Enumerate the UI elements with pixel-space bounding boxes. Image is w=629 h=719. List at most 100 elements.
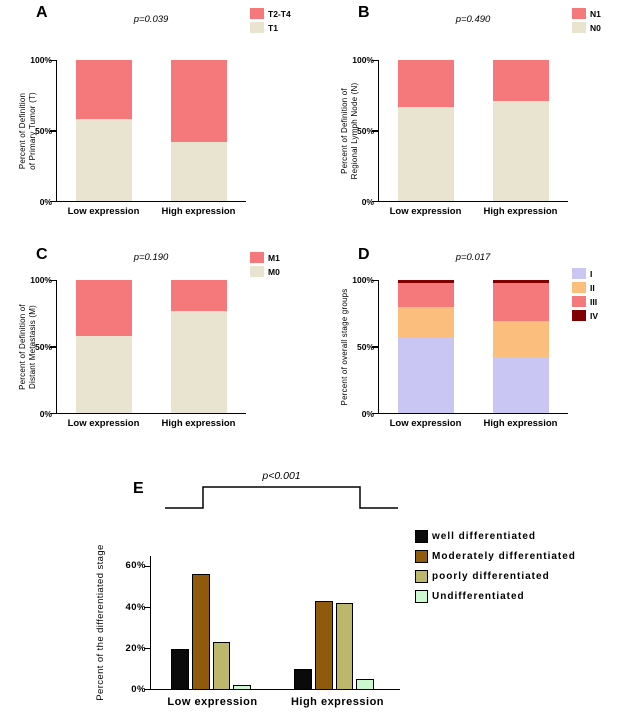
panel-c: C p=0.190 M1 M0 Percent of Definition of D… bbox=[8, 240, 308, 468]
segment-T1 bbox=[170, 141, 227, 201]
panel-d-legend: I II III IV bbox=[572, 268, 598, 321]
y-tick-label: 100% bbox=[30, 55, 52, 65]
x-category-label: Low expression bbox=[389, 418, 462, 429]
bar-group bbox=[294, 556, 374, 689]
segment-T2-T4 bbox=[170, 60, 227, 142]
y-tick-mark bbox=[372, 200, 378, 202]
legend-label: T1 bbox=[268, 22, 278, 33]
y-tick-label: 50% bbox=[356, 126, 374, 136]
panel-e-p-value: p<0.001 bbox=[262, 470, 301, 482]
bar-poorly-differentiated bbox=[212, 641, 231, 689]
panel-b-x-axis-labels: Low expression High expression bbox=[378, 206, 568, 217]
y-tick-label: 20% bbox=[125, 642, 146, 654]
legend-label: T2-T4 bbox=[268, 8, 291, 19]
legend-swatch bbox=[572, 282, 586, 293]
legend-item: M1 bbox=[250, 252, 280, 263]
segment-M0 bbox=[170, 310, 227, 413]
legend-swatch bbox=[250, 22, 264, 33]
stacked-bar bbox=[76, 280, 133, 413]
panel-c-y-axis-ticks: 100% 50% 0% bbox=[16, 275, 52, 419]
bar-group bbox=[171, 556, 251, 689]
panel-e-letter: E bbox=[133, 480, 144, 497]
y-tick-label: 60% bbox=[125, 560, 146, 572]
panel-c-letter: C bbox=[36, 246, 48, 263]
panel-b-letter: B bbox=[358, 4, 370, 21]
stacked-bar bbox=[170, 280, 227, 413]
y-tick-mark bbox=[144, 647, 150, 650]
segment-III bbox=[398, 282, 455, 307]
y-tick-mark bbox=[372, 412, 378, 414]
stacked-bar bbox=[492, 280, 549, 413]
segment-II bbox=[492, 321, 549, 358]
y-tick-mark bbox=[144, 565, 150, 568]
stacked-bar bbox=[398, 60, 455, 201]
y-tick-mark bbox=[50, 412, 56, 414]
legend-label: M1 bbox=[268, 252, 280, 263]
segment-M1 bbox=[76, 280, 133, 336]
legend-item: N1 bbox=[572, 8, 601, 19]
panel-a-plot-area bbox=[50, 59, 246, 202]
y-tick-mark bbox=[372, 59, 378, 61]
segment-II bbox=[398, 306, 455, 338]
panel-b: B p=0.490 N1 N0 Percent of Definition of R… bbox=[330, 2, 626, 234]
y-tick-mark bbox=[144, 606, 150, 609]
segment-N1 bbox=[398, 60, 455, 107]
panel-e-y-axis-title: Percent of the differentiated stage bbox=[95, 535, 106, 710]
panel-b-legend: N1 N0 bbox=[572, 8, 601, 33]
panel-d: D p=0.017 I II III IV Percent of overall st… bbox=[330, 240, 626, 468]
segment-M1 bbox=[170, 280, 227, 311]
bar-Undifferentiated bbox=[356, 678, 374, 689]
panel-e-y-axis-ticks: 60% 40% 20% 0% bbox=[110, 556, 146, 695]
legend-item: I bbox=[572, 268, 598, 279]
legend-swatch bbox=[572, 22, 586, 33]
legend-swatch bbox=[250, 252, 264, 263]
x-category-label: High expression bbox=[483, 418, 558, 429]
y-tick-mark bbox=[50, 130, 56, 132]
bar-poorly-differentiated bbox=[335, 603, 354, 689]
panel-b-plot-area bbox=[372, 59, 568, 202]
panel-e-legend: well differentiated Moderately differenti… bbox=[415, 530, 576, 603]
bar-Moderately-differentiated bbox=[314, 601, 333, 689]
x-category-label: Low expression bbox=[389, 206, 462, 217]
segment-N0 bbox=[398, 106, 455, 201]
legend-label: poorly differentiated bbox=[432, 571, 550, 582]
y-tick-label: 0% bbox=[39, 197, 52, 207]
panel-a-legend: T2-T4 T1 bbox=[250, 8, 291, 33]
legend-swatch bbox=[572, 296, 586, 307]
bar-Moderately-differentiated bbox=[191, 574, 210, 689]
legend-label: Moderately differentiated bbox=[432, 551, 576, 562]
x-category-label: High expression bbox=[483, 206, 558, 217]
panel-a-y-axis-ticks: 100% 50% 0% bbox=[16, 55, 52, 207]
legend-label: Undifferentiated bbox=[432, 591, 525, 602]
x-category-label: High expression bbox=[290, 696, 385, 708]
legend-item: Moderately differentiated bbox=[415, 550, 576, 563]
y-axis-title-line: Percent of the differentiated stage bbox=[95, 544, 106, 701]
y-tick-mark bbox=[144, 688, 150, 690]
y-tick-label: 50% bbox=[34, 342, 52, 352]
panel-a-letter: A bbox=[36, 4, 48, 21]
panel-c-plot-area bbox=[50, 279, 246, 414]
y-tick-label: 50% bbox=[356, 342, 374, 352]
legend-swatch bbox=[415, 570, 428, 583]
legend-swatch bbox=[250, 266, 264, 277]
y-tick-mark bbox=[372, 279, 378, 281]
panel-b-p-value: p=0.490 bbox=[455, 14, 491, 25]
y-tick-label: 100% bbox=[30, 275, 52, 285]
segment-T1 bbox=[76, 119, 133, 201]
panel-c-legend: M1 M0 bbox=[250, 252, 280, 277]
legend-swatch bbox=[415, 590, 428, 603]
legend-item: M0 bbox=[250, 266, 280, 277]
panel-e-plot-area bbox=[144, 556, 400, 690]
legend-label: III bbox=[590, 296, 598, 307]
legend-item: T1 bbox=[250, 22, 291, 33]
y-tick-mark bbox=[50, 59, 56, 61]
panel-c-p-value: p=0.190 bbox=[133, 252, 169, 263]
legend-label: I bbox=[590, 268, 593, 279]
x-category-label: High expression bbox=[161, 206, 236, 217]
stacked-bar bbox=[76, 60, 133, 201]
legend-item: IV bbox=[572, 310, 598, 321]
panel-c-x-axis-labels: Low expression High expression bbox=[56, 418, 246, 429]
segment-IV bbox=[492, 280, 549, 283]
legend-item: II bbox=[572, 282, 598, 293]
segment-I bbox=[398, 337, 455, 413]
